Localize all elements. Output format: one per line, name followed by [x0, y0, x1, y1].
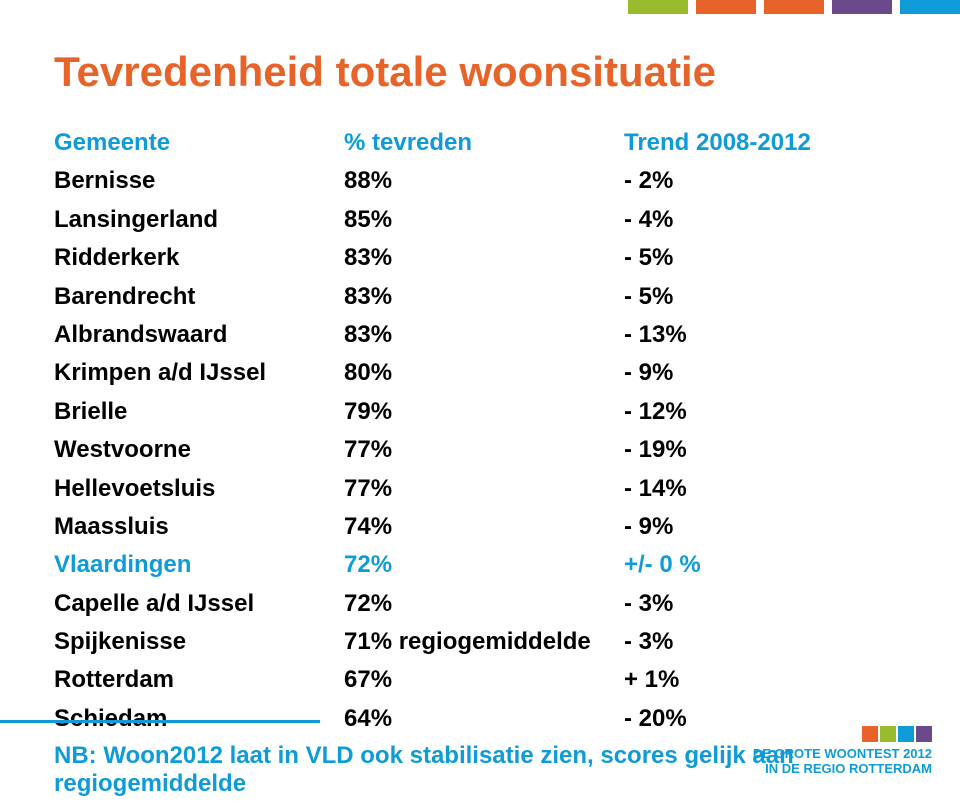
cell-c3: - 12% — [624, 393, 874, 431]
table-body: Bernisse88%- 2%Lansingerland85%- 4%Ridde… — [54, 162, 906, 738]
cell-c1: Bernisse — [54, 162, 344, 200]
table-row: Barendrecht83%- 5% — [54, 278, 906, 316]
table-row: Lansingerland85%- 4% — [54, 201, 906, 239]
logo-square — [916, 726, 932, 742]
col-header-percent: % tevreden — [344, 124, 624, 162]
stripe — [696, 0, 756, 14]
cell-c3: + 1% — [624, 661, 874, 699]
cell-c1: Westvoorne — [54, 431, 344, 469]
data-table: Gemeente % tevreden Trend 2008-2012 Bern… — [54, 124, 906, 738]
cell-c1: Rotterdam — [54, 661, 344, 699]
cell-c2: 77% — [344, 431, 624, 469]
cell-c2: 67% — [344, 661, 624, 699]
table-row: Krimpen a/d IJssel80%- 9% — [54, 354, 906, 392]
cell-c2: 72% — [344, 585, 624, 623]
stripe — [900, 0, 960, 14]
page-title: Tevredenheid totale woonsituatie — [54, 48, 906, 96]
stripe — [832, 0, 892, 14]
table-row: Brielle79%- 12% — [54, 393, 906, 431]
cell-c3: - 5% — [624, 278, 874, 316]
logo-squares — [753, 726, 932, 742]
cell-c2: 88% — [344, 162, 624, 200]
slide-content: Tevredenheid totale woonsituatie Gemeent… — [54, 48, 906, 798]
cell-c3: - 3% — [624, 585, 874, 623]
cell-c2: 85% — [344, 201, 624, 239]
cell-c2: 80% — [344, 354, 624, 392]
table-row: Hellevoetsluis77%- 14% — [54, 470, 906, 508]
cell-c1: Spijkenisse — [54, 623, 344, 661]
logo-square — [862, 726, 878, 742]
table-row: Albrandswaard83%- 13% — [54, 316, 906, 354]
cell-c2: 71% regiogemiddelde — [344, 623, 624, 661]
cell-c2: 64% — [344, 700, 624, 738]
cell-c2: 83% — [344, 278, 624, 316]
logo-line2: IN DE REGIO ROTTERDAM — [753, 761, 932, 777]
cell-c3: - 5% — [624, 239, 874, 277]
cell-c2: 79% — [344, 393, 624, 431]
col-header-gemeente: Gemeente — [54, 124, 344, 162]
table-row: Capelle a/d IJssel72%- 3% — [54, 585, 906, 623]
col-header-trend: Trend 2008-2012 — [624, 124, 874, 162]
logo-square — [880, 726, 896, 742]
cell-c1: Vlaardingen — [54, 546, 344, 584]
cell-c1: Albrandswaard — [54, 316, 344, 354]
table-row: Westvoorne77%- 19% — [54, 431, 906, 469]
cell-c1: Lansingerland — [54, 201, 344, 239]
table-row: Maassluis74%- 9% — [54, 508, 906, 546]
cell-c1: Ridderkerk — [54, 239, 344, 277]
cell-c3: +/- 0 % — [624, 546, 874, 584]
left-accent-line — [0, 720, 320, 723]
logo-square — [898, 726, 914, 742]
cell-c3: - 9% — [624, 508, 874, 546]
stripe — [628, 0, 688, 14]
table-row: Vlaardingen72%+/- 0 % — [54, 546, 906, 584]
cell-c2: 83% — [344, 316, 624, 354]
cell-c1: Capelle a/d IJssel — [54, 585, 344, 623]
cell-c1: Barendrecht — [54, 278, 344, 316]
cell-c2: 72% — [344, 546, 624, 584]
stripe — [764, 0, 824, 14]
table-header-row: Gemeente % tevreden Trend 2008-2012 — [54, 124, 906, 162]
table-row: Rotterdam67%+ 1% — [54, 661, 906, 699]
cell-c1: Krimpen a/d IJssel — [54, 354, 344, 392]
cell-c1: Maassluis — [54, 508, 344, 546]
table-row: Ridderkerk83%- 5% — [54, 239, 906, 277]
cell-c1: Brielle — [54, 393, 344, 431]
cell-c3: - 4% — [624, 201, 874, 239]
cell-c3: - 3% — [624, 623, 874, 661]
cell-c3: - 19% — [624, 431, 874, 469]
table-row: Bernisse88%- 2% — [54, 162, 906, 200]
cell-c3: - 13% — [624, 316, 874, 354]
cell-c3: - 9% — [624, 354, 874, 392]
table-row: Spijkenisse71% regiogemiddelde- 3% — [54, 623, 906, 661]
cell-c1: Hellevoetsluis — [54, 470, 344, 508]
cell-c3: - 2% — [624, 162, 874, 200]
footer-logo: DE GROTE WOONTEST 2012 IN DE REGIO ROTTE… — [753, 726, 932, 777]
cell-c3: - 14% — [624, 470, 874, 508]
cell-c2: 83% — [344, 239, 624, 277]
top-accent-stripes — [628, 0, 960, 14]
cell-c2: 74% — [344, 508, 624, 546]
cell-c2: 77% — [344, 470, 624, 508]
logo-line1: DE GROTE WOONTEST 2012 — [753, 746, 932, 762]
